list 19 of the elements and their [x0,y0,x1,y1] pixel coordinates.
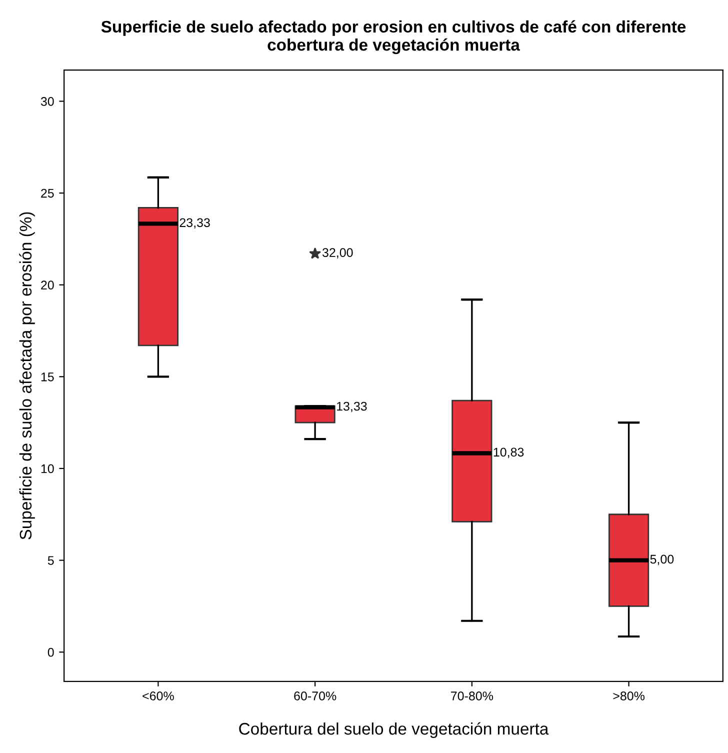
y-tick-label: 15 [41,372,54,382]
annotation: 13,33 [337,402,367,412]
y-axis-title: Superficie de suelo afectada por erosión (%) [19,212,35,540]
annotation: 32,00 [322,248,353,258]
y-tick-label: 25 [41,188,54,198]
x-tick-label: 60-70% [294,692,336,700]
annotation: 10,83 [494,448,524,458]
y-tick-label: 5 [48,556,54,565]
x-tick-label: 70-80% [451,692,494,700]
chart-title: Superficie de suelo afectado por erosion en cultivos de café con diferente cobertura de vegetación muerta [101,20,686,54]
y-tick-label: 30 [40,97,54,106]
x-axis-title: Cobertura del suelo de vegetación muerta [239,722,549,738]
annotation: 5,00 [650,554,674,566]
y-tick-label: 0 [48,648,54,657]
y-tick-label: 20 [41,280,54,290]
x-tick-label: <60% [142,692,174,700]
annotation: 23,33 [180,218,210,229]
x-tick-label: >80% [613,692,644,700]
y-tick-label: 10 [41,464,54,474]
